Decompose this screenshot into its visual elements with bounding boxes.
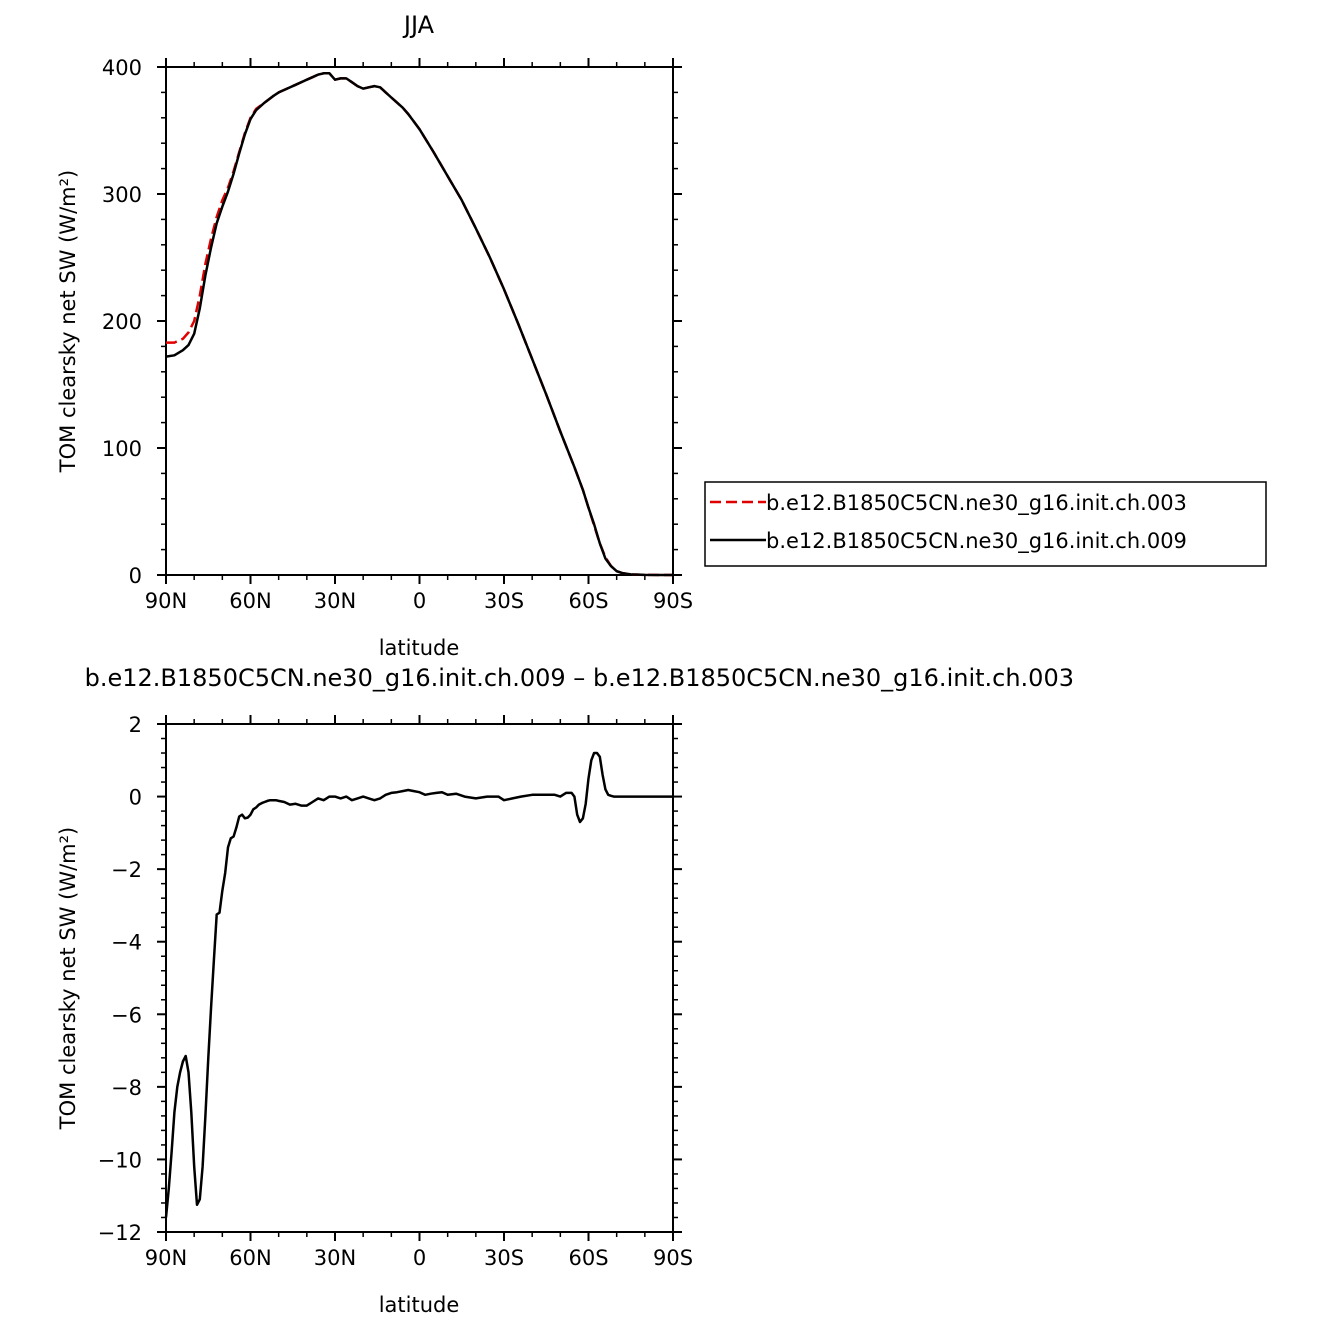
legend-box — [704, 481, 1267, 567]
top-y-tick-label: 100 — [102, 437, 142, 461]
bottom-x-axis-label: latitude — [379, 1293, 460, 1317]
top-series-lines — [165, 72, 673, 577]
bottom-y-tick-label: −10 — [98, 1148, 142, 1172]
bottom-y-tick-label: 0 — [129, 786, 142, 810]
top-y-tick-label: 200 — [102, 310, 142, 334]
top-x-tick-label: 60S — [568, 589, 608, 613]
top-x-tick-label: 0 — [413, 589, 426, 613]
bottom-y-tick-label: 2 — [129, 713, 142, 737]
bottom-x-tick-label: 30N — [314, 1246, 356, 1270]
top-x-tick-label: 60N — [229, 589, 271, 613]
top-x-axis-label: latitude — [379, 636, 460, 660]
top-x-tick-label: 90N — [145, 589, 187, 613]
top-panel: JJA 90N 60N 30N 0 30S 60S 90S 0 100 200 300 400 lat… — [56, 11, 693, 660]
bottom-plot-frame — [165, 723, 674, 1233]
bottom-panel: b.e12.B1850C5CN.ne30_g16.init.ch.009 – b… — [56, 664, 1074, 1317]
bottom-series-line-1 — [164, 751, 673, 1218]
bottom-y-tick-label: −6 — [111, 1003, 142, 1027]
bottom-chart-title: b.e12.B1850C5CN.ne30_g16.init.ch.009 – b… — [85, 664, 1074, 692]
bottom-x-tick-label: 30S — [484, 1246, 524, 1270]
top-axes: 90N 60N 30N 0 30S 60S 90S 0 100 200 300 400 — [102, 56, 693, 613]
bottom-x-tick-label: 0 — [413, 1246, 426, 1270]
top-x-tick-label: 90S — [653, 589, 693, 613]
top-y-tick-label: 400 — [102, 56, 142, 80]
bottom-y-tick-label: −4 — [111, 931, 142, 955]
bottom-axes: 90N 60N 30N 0 30S 60S 90S −12 −10 −8 −6 −4 −2 0 2 — [98, 713, 693, 1270]
bottom-x-tick-label: 90S — [653, 1246, 693, 1270]
bottom-x-tick-label: 60N — [229, 1246, 271, 1270]
top-y-axis-label: TOM clearsky net SW (W/m²) — [56, 170, 80, 473]
top-y-tick-label: 0 — [129, 564, 142, 588]
top-series-line-1 — [166, 72, 673, 577]
legend-label-series-1: b.e12.B1850C5CN.ne30_g16.init.ch.003 — [766, 491, 1187, 516]
top-x-tick-label: 30S — [484, 589, 524, 613]
top-y-tick-label: 300 — [102, 183, 142, 207]
bottom-y-tick-label: −12 — [98, 1221, 142, 1245]
top-chart-title: JJA — [402, 11, 435, 39]
bottom-y-axis-label: TOM clearsky net SW (W/m²) — [56, 827, 80, 1130]
top-x-tick-label: 30N — [314, 589, 356, 613]
bottom-x-tick-label: 90N — [145, 1246, 187, 1270]
bottom-x-tick-label: 60S — [568, 1246, 608, 1270]
top-series-line-2 — [165, 72, 673, 577]
bottom-y-tick-label: −2 — [111, 858, 142, 882]
legend: b.e12.B1850C5CN.ne30_g16.init.ch.003 b.e… — [704, 481, 1267, 567]
legend-label-series-2: b.e12.B1850C5CN.ne30_g16.init.ch.009 — [766, 529, 1187, 554]
bottom-series-lines — [164, 751, 673, 1218]
bottom-y-tick-label: −8 — [111, 1076, 142, 1100]
